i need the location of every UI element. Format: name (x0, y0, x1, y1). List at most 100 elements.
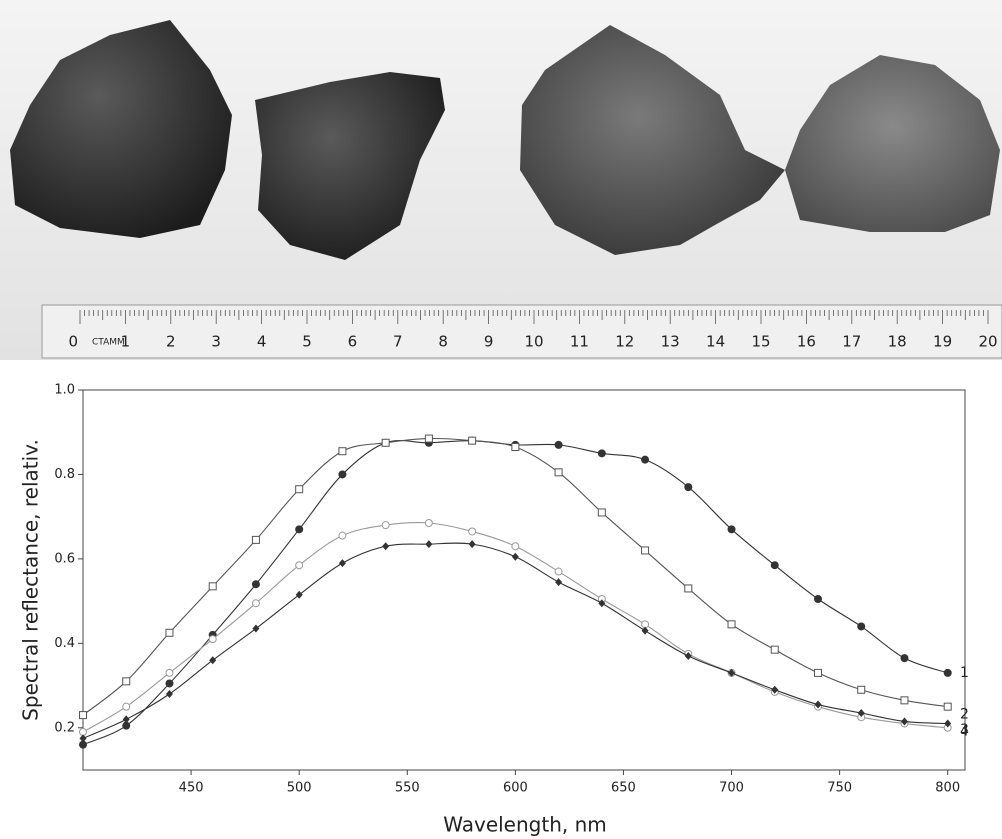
marker (252, 536, 259, 543)
y-axis-label: Spectral reflectance, relativ. (19, 439, 43, 721)
y-tick-label: 1.0 (54, 383, 75, 398)
ruler-label: 11 (570, 333, 589, 351)
marker (728, 525, 736, 533)
marker (425, 520, 432, 527)
marker (209, 583, 216, 590)
series-label: 1 (960, 665, 969, 681)
marker (166, 629, 173, 636)
marker (815, 669, 822, 676)
ruler-label: 7 (393, 333, 403, 351)
marker (469, 528, 476, 535)
marker (469, 437, 476, 444)
marker (684, 483, 692, 491)
marker (728, 621, 735, 628)
x-tick-label: 500 (287, 781, 312, 796)
marker (425, 540, 432, 548)
marker (555, 578, 562, 586)
marker (80, 712, 87, 719)
ruler-label: 19 (933, 333, 952, 351)
ruler-label: 12 (615, 333, 634, 351)
ruler-label: 17 (842, 333, 861, 351)
marker (123, 703, 130, 710)
plot-frame (83, 390, 965, 770)
marker (598, 509, 605, 516)
marker (555, 469, 562, 476)
marker (296, 591, 303, 599)
x-tick-label: 650 (611, 781, 636, 796)
y-tick-label: 0.8 (54, 467, 75, 482)
marker (555, 568, 562, 575)
marker (209, 656, 216, 664)
fit-curve (83, 441, 948, 745)
marker (814, 595, 822, 603)
ruler-brand: CTAMM (92, 338, 125, 348)
marker (512, 543, 519, 550)
marker (900, 654, 908, 662)
ruler-label: 15 (751, 333, 770, 351)
marker (165, 679, 173, 687)
marker (166, 669, 173, 676)
marker (858, 686, 865, 693)
ruler-label: 14 (706, 333, 725, 351)
marker (685, 585, 692, 592)
marker (901, 697, 908, 704)
x-tick-label: 600 (503, 781, 528, 796)
series-label: 2 (960, 707, 969, 723)
marker (382, 522, 389, 529)
marker (123, 678, 130, 685)
series-label: 4 (960, 724, 969, 740)
x-axis-label: Wavelength, nm (443, 813, 607, 837)
ruler-label: 2 (166, 333, 176, 351)
ruler-label: 3 (211, 333, 221, 351)
ruler-label: 20 (978, 333, 997, 351)
x-tick-label: 550 (395, 781, 420, 796)
marker (295, 525, 303, 533)
ruler-label: 18 (888, 333, 907, 351)
marker (209, 636, 216, 643)
marker (512, 444, 519, 451)
marker (123, 715, 130, 723)
marker (252, 600, 259, 607)
marker (382, 439, 389, 446)
marker (339, 448, 346, 455)
marker (771, 561, 779, 569)
marker (598, 449, 606, 457)
ruler-label: 4 (257, 333, 267, 351)
y-tick-label: 0.2 (54, 720, 75, 735)
marker (469, 540, 476, 548)
marker (857, 622, 865, 630)
ruler-label: 8 (438, 333, 448, 351)
marker (296, 562, 303, 569)
marker (339, 559, 346, 567)
marker (944, 669, 952, 677)
x-tick-label: 800 (935, 781, 960, 796)
x-tick-label: 750 (827, 781, 852, 796)
ruler-label: 10 (524, 333, 543, 351)
y-tick-label: 0.6 (54, 551, 75, 566)
marker (339, 532, 346, 539)
marker (555, 441, 563, 449)
marker (512, 553, 519, 561)
marker (642, 627, 649, 635)
ruler-label: 6 (348, 333, 358, 351)
ruler-label: 13 (661, 333, 680, 351)
marker (771, 646, 778, 653)
x-tick-label: 700 (719, 781, 744, 796)
marker (944, 703, 951, 710)
ruler-label: 16 (797, 333, 816, 351)
marker (641, 456, 649, 464)
page: 01234567891011121314151617181920 CTAMM W… (0, 0, 1002, 839)
marker (80, 734, 87, 742)
marker (425, 435, 432, 442)
marker (642, 547, 649, 554)
ruler-label: 5 (302, 333, 312, 351)
x-tick-label: 450 (179, 781, 204, 796)
marker (252, 625, 259, 633)
marker (382, 542, 389, 550)
y-tick-label: 0.4 (54, 636, 75, 651)
marker (296, 486, 303, 493)
marker (252, 580, 260, 588)
ruler-label: 9 (484, 333, 494, 351)
marker (338, 470, 346, 478)
